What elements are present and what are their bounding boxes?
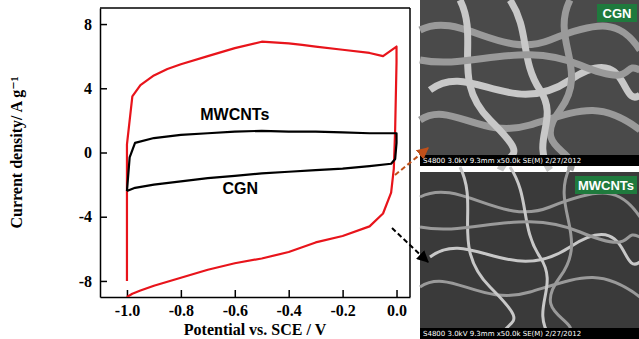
y-tick-mark [100,152,107,154]
plot-area [127,42,397,297]
fibre [550,167,571,337]
x-tick: -1.0 [115,290,140,319]
sem-image: S4800 3.0kV 9.3mm x50.0k SE(M) 2/27/2012… [420,0,639,170]
x-tick-mark [342,290,344,297]
caption-strip [420,155,639,166]
image-texture [420,0,639,170]
fibre [460,0,514,170]
y-axis: -8 -4 0 4 8 [79,9,107,298]
image-label-box [575,176,637,194]
fibre [420,111,639,130]
x-tick-label: -0.4 [277,302,302,319]
curve-label: CGN [222,180,258,197]
y-tick-label: 8 [84,16,92,33]
y-tick-label: 4 [84,80,92,97]
x-tick-mark [396,290,398,297]
image-label: CGN [603,6,632,21]
x-tick-mark [181,290,183,297]
image-background [420,172,639,339]
x-tick-label: -0.6 [223,302,248,319]
image-background [420,0,639,166]
image-label: MWCNTs [578,178,634,193]
fibre [420,55,639,75]
cv-curve [127,42,397,297]
y-tick: -4 [79,208,107,225]
image-label-box [597,4,637,22]
y-tick-mark [100,88,107,90]
fibre [550,0,571,170]
image-caption: S4800 3.0kV 9.3mm x50.0k SE(M) 2/27/2012 [423,157,581,165]
arrow [392,228,428,262]
x-axis-title: Potential vs. SCE / V [184,321,327,338]
y-axis-title: Current density/ A g⁻¹ [8,76,26,228]
y-tick-label: -4 [79,208,92,225]
x-axis-line [101,297,411,299]
x-tick: 0.0 [387,290,407,319]
x-tick: -0.8 [169,290,194,319]
x-tick-label: -0.8 [169,302,194,319]
fibre [420,278,639,297]
y-tick: 0 [84,144,107,161]
cv-curve [127,131,397,191]
y-tick-mark [100,24,107,26]
y-tick: 4 [84,80,107,97]
curve-label: MWCNTs [200,106,269,123]
x-tick: -0.6 [223,290,248,319]
caption-strip [420,328,639,339]
y-tick-mark [100,216,107,218]
x-tick-label: 0.0 [387,302,407,319]
x-axis: -1.0 -0.8 -0.6 -0.4 -0.2 0.0 [101,290,411,319]
x-tick: -0.2 [330,290,355,319]
y-tick-label: 0 [84,144,92,161]
fibre [420,192,639,217]
y-tick: 8 [84,16,107,33]
frame-top [100,7,410,9]
sem-image: S4800 3.0kV 9.3mm x50.0k SE(M) 2/27/2012… [420,167,639,339]
x-tick-label: -0.2 [330,302,355,319]
y-tick-mark [100,281,107,283]
x-tick: -0.4 [277,290,302,319]
fibre [510,167,550,337]
x-tick-label: -1.0 [115,302,140,319]
frame-right [409,8,411,297]
fibre [420,222,639,242]
x-tick-mark [288,290,290,297]
fibre [510,0,550,170]
y-tick-label: -8 [79,273,92,290]
figure: -1.0 -0.8 -0.6 -0.4 -0.2 0.0 -8 -4 0 4 8 Potential … [0,0,639,339]
x-tick-mark [235,290,237,297]
y-tick: -8 [79,273,107,290]
arrow [395,148,428,175]
image-texture [420,167,639,337]
image-caption: S4800 3.0kV 9.3mm x50.0k SE(M) 2/27/2012 [423,330,581,338]
fibre [460,167,514,337]
fibre [420,25,639,50]
